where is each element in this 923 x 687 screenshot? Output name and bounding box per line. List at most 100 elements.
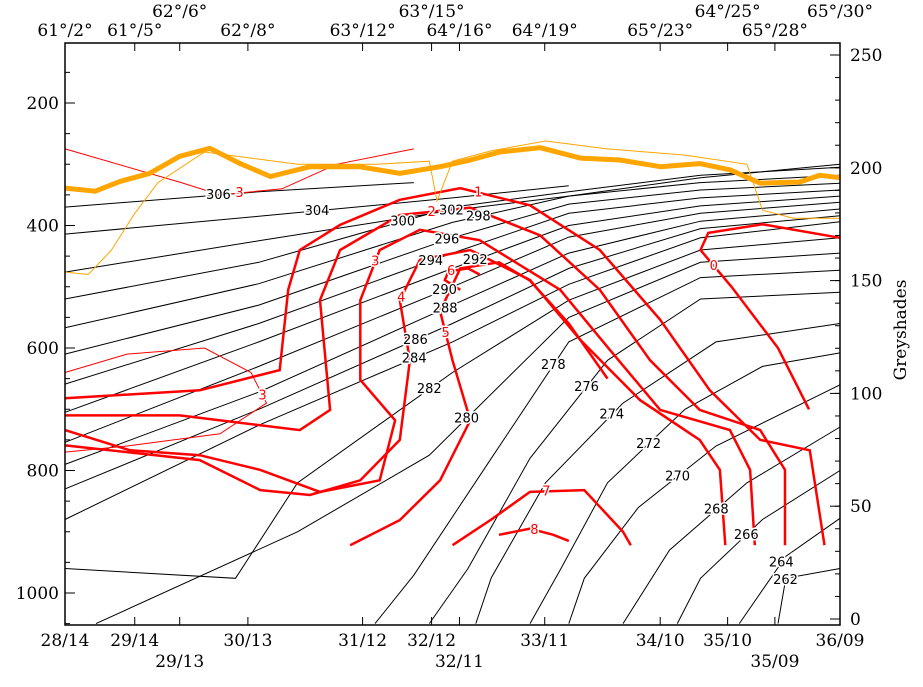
isentrope-label: 292 xyxy=(463,253,488,268)
red-contour-line xyxy=(349,260,609,547)
left-tick-label: 800 xyxy=(27,462,59,482)
red-contour-line xyxy=(498,527,570,543)
axes-layer: 200400600800100005010015020025061°/2°28/… xyxy=(16,2,883,672)
right-tick-label: 200 xyxy=(850,159,882,179)
bottom-station-label: 32/11 xyxy=(435,652,484,672)
isentrope-label: 268 xyxy=(704,502,729,517)
red-contour-label: 5 xyxy=(441,326,449,341)
isentrope-line xyxy=(428,291,841,624)
red-contour-label: 0 xyxy=(710,259,718,274)
bottom-station-label: 28/14 xyxy=(41,631,90,651)
isentrope-line xyxy=(777,568,841,624)
bottom-station-label: 32/12 xyxy=(407,631,456,651)
isentrope-label: 284 xyxy=(402,351,427,366)
tropopause-layer xyxy=(64,140,841,276)
isentrope-label: 264 xyxy=(769,556,794,571)
bottom-station-label: 35/09 xyxy=(750,652,799,672)
red-contour-line xyxy=(443,267,481,291)
red-contour-line xyxy=(699,223,841,410)
isentrope-label: 274 xyxy=(599,408,624,423)
bottom-station-label: 35/10 xyxy=(703,631,752,651)
top-station-label: 61°/2° xyxy=(37,21,92,41)
right-tick-label: 250 xyxy=(850,46,882,66)
isentrope-label: 270 xyxy=(665,469,690,484)
isentrope-label: 272 xyxy=(636,437,661,452)
top-station-label: 64°/25° xyxy=(695,2,761,22)
top-station-label: 64°/16° xyxy=(426,21,492,41)
isentrope-label: 262 xyxy=(773,573,798,588)
red-contour-line xyxy=(64,148,414,196)
isentrope-label: 266 xyxy=(734,528,759,543)
bottom-station-label: 30/13 xyxy=(223,631,272,651)
isentrope-line xyxy=(475,323,841,624)
red-contour-line xyxy=(64,228,757,546)
bottom-station-label: 33/11 xyxy=(520,631,569,651)
top-station-label: 65°/28° xyxy=(742,21,808,41)
isentrope-label: 282 xyxy=(417,382,442,397)
left-tick-label: 400 xyxy=(27,217,59,237)
isentrope-label: 300 xyxy=(390,214,415,229)
isentrope-label: 306 xyxy=(206,188,231,203)
isentrope-label: 288 xyxy=(433,301,458,316)
isentrope-line xyxy=(64,185,569,235)
red-contour-label: 4 xyxy=(397,290,405,305)
isentrope-line xyxy=(95,252,841,625)
bottom-station-label: 31/12 xyxy=(338,631,387,651)
red-contour-line xyxy=(65,206,787,546)
left-tick-label: 1000 xyxy=(16,584,59,604)
isentrope-label: 286 xyxy=(403,333,428,348)
isentrope-label: 296 xyxy=(434,233,459,248)
tropopause-thin-line xyxy=(64,140,840,276)
isentrope-line xyxy=(64,182,414,208)
red-contour-label: 3 xyxy=(235,186,243,201)
right-tick-label: 0 xyxy=(850,610,861,630)
plot-frame xyxy=(64,42,841,626)
isentrope-line xyxy=(568,384,841,624)
red-contour-label: 8 xyxy=(530,523,538,538)
right-tick-label: 50 xyxy=(850,497,872,517)
red-contour-line xyxy=(64,347,268,453)
top-station-label: 61°/5° xyxy=(107,21,162,41)
top-station-label: 65°/30° xyxy=(807,2,873,22)
isentrope-line xyxy=(529,352,841,624)
right-tick-label: 100 xyxy=(850,384,882,404)
top-station-label: 65°/23° xyxy=(627,21,693,41)
isentrope-label: 280 xyxy=(454,411,479,426)
red-contour-label: 3 xyxy=(371,254,379,269)
red-contour-line xyxy=(64,248,727,546)
right-axis-label: Greyshades xyxy=(891,280,911,381)
isentrope-line xyxy=(64,201,841,443)
red-contour-label: 6 xyxy=(447,264,455,279)
bottom-station-label: 29/13 xyxy=(155,652,204,672)
isentrope-line xyxy=(64,182,841,355)
isentrope-line xyxy=(64,195,841,413)
bottom-station-label: 36/09 xyxy=(816,631,865,651)
top-station-label: 62°/8° xyxy=(220,21,275,41)
red-contour-label: 2 xyxy=(427,205,435,220)
isentrope-label: 294 xyxy=(418,254,443,269)
red-contour-line xyxy=(451,488,632,547)
red-contour-label: 3 xyxy=(258,388,266,403)
isentrope-line xyxy=(64,208,841,465)
tropopause-line xyxy=(64,145,841,194)
isentrope-line xyxy=(64,189,841,385)
isentrope-line xyxy=(64,221,841,520)
contour-label-layer: 1 2 3 4 5 6 7 8 0 3 3 306 304 302 300 298 296 294 292 290 28… xyxy=(204,184,799,589)
isentrope-line xyxy=(676,470,841,624)
bottom-station-label: 29/14 xyxy=(110,631,159,651)
isentrope-line xyxy=(64,215,841,490)
red-contour-label: 1 xyxy=(474,186,482,201)
isentrope-label: 304 xyxy=(305,204,330,219)
isentrope-label: 302 xyxy=(439,203,464,218)
isentrope-line xyxy=(622,426,841,624)
top-station-label: 63°/15° xyxy=(399,2,465,22)
left-tick-label: 200 xyxy=(27,94,59,114)
isentrope-line xyxy=(64,174,841,329)
top-station-label: 62°/6° xyxy=(152,2,207,22)
left-tick-label: 600 xyxy=(27,339,59,359)
isentrope-label: 278 xyxy=(541,358,566,373)
bottom-station-label: 34/10 xyxy=(636,631,685,651)
top-station-label: 63°/12° xyxy=(330,21,396,41)
top-station-label: 64°/19° xyxy=(512,21,578,41)
